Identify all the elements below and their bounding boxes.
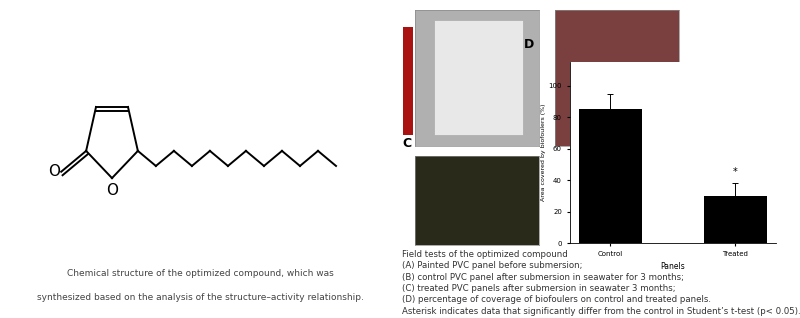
X-axis label: Panels: Panels — [661, 262, 685, 272]
Text: *: * — [733, 167, 738, 177]
Text: D: D — [524, 38, 534, 51]
Y-axis label: Area covered by biofoulers (%): Area covered by biofoulers (%) — [541, 104, 546, 201]
Text: B: B — [542, 0, 552, 3]
Text: C: C — [402, 137, 412, 149]
Text: Field tests of the optimized compound
(A) Painted PVC panel before submersion;
(: Field tests of the optimized compound (A… — [402, 250, 800, 316]
Text: O: O — [48, 164, 60, 179]
Text: O: O — [106, 183, 118, 198]
Text: synthesized based on the analysis of the structure–activity relationship.: synthesized based on the analysis of the… — [37, 293, 363, 302]
Bar — [579, 109, 642, 243]
Text: A: A — [402, 0, 413, 3]
Text: Chemical structure of the optimized compound, which was: Chemical structure of the optimized comp… — [66, 268, 334, 278]
Bar — [434, 20, 523, 135]
Bar — [704, 196, 766, 243]
